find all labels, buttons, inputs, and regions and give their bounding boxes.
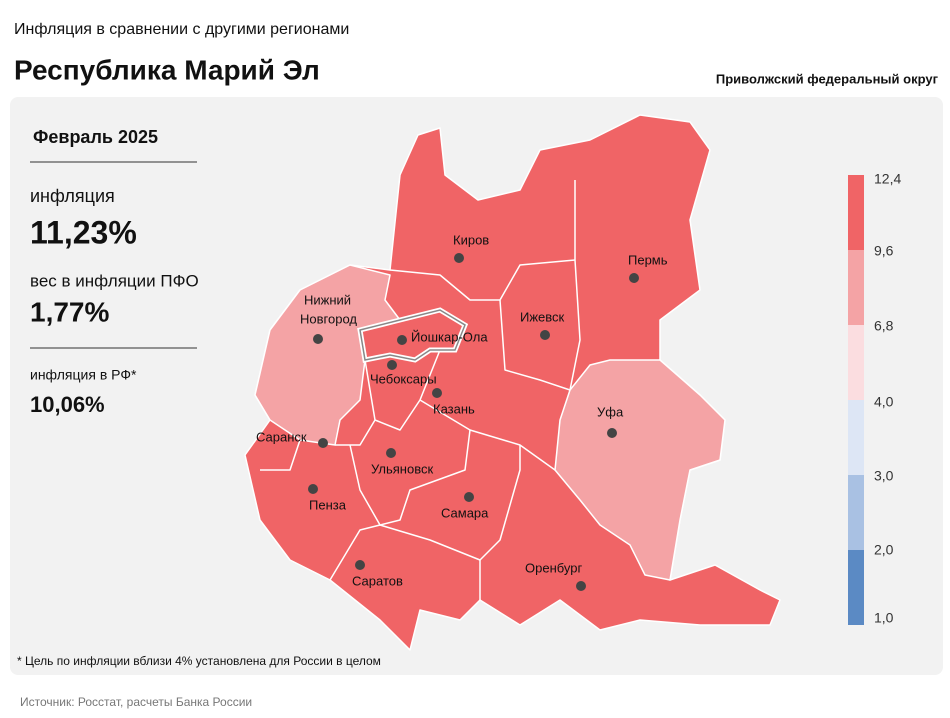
legend-swatch	[848, 325, 864, 400]
city-label: Саратов	[352, 573, 403, 588]
region-border	[335, 359, 376, 446]
region-border	[329, 524, 381, 581]
city-label: Пенза	[309, 497, 347, 512]
rf-value: 10,06%	[30, 392, 105, 417]
legend-label: 12,4	[874, 171, 901, 187]
city-label: Ижевск	[520, 309, 565, 324]
legend-swatch	[848, 400, 864, 475]
city-dot	[313, 334, 323, 344]
city-label: Чебоксары	[370, 371, 437, 386]
city-label: Нижний	[304, 292, 351, 307]
title: Республика Марий Эл	[14, 54, 320, 85]
city-dot	[308, 484, 318, 494]
inflation-value: 11,23%	[30, 214, 137, 250]
legend-label: 1,0	[874, 610, 894, 626]
weight-label: вес в инфляции ПФО	[30, 271, 199, 290]
city-dot	[432, 388, 442, 398]
city-label: Киров	[453, 232, 489, 247]
city-dot	[607, 428, 617, 438]
inflation-label: инфляция	[30, 186, 115, 206]
city-dot	[576, 581, 586, 591]
region-border	[260, 439, 301, 471]
region-border	[419, 399, 556, 471]
region-border	[569, 180, 581, 391]
city-label: Пермь	[628, 252, 668, 267]
city-dot	[540, 330, 550, 340]
city-label: Казань	[433, 401, 475, 416]
city-label: Оренбург	[525, 560, 582, 575]
city-dot	[464, 492, 474, 502]
city-dot	[397, 335, 407, 345]
period: Февраль 2025	[33, 127, 158, 147]
city-dot	[386, 448, 396, 458]
region-border	[499, 299, 571, 391]
legend-label: 9,6	[874, 243, 894, 259]
city-label: Уфа	[597, 404, 624, 419]
legend-label: 2,0	[874, 542, 894, 558]
city-label: Новгород	[300, 311, 357, 326]
region	[554, 359, 726, 581]
legend-swatch	[848, 475, 864, 550]
cities: Киров Пермь Нижний Новгород Ижевск Йошка…	[256, 232, 668, 591]
stats-panel: Февраль 2025 инфляция 11,23% вес в инфля…	[30, 127, 199, 417]
region-border	[349, 429, 471, 526]
region	[254, 264, 401, 446]
city-dot	[387, 360, 397, 370]
source: Источник: Росстат, расчеты Банка России	[20, 695, 252, 709]
selected-region-outline	[359, 309, 466, 361]
weight-value: 1,77%	[30, 296, 109, 327]
city-label: Йошкар-Ола	[411, 329, 488, 344]
legend-swatch	[848, 250, 864, 325]
legend: 12,4 9,6 6,8 4,0 3,0 2,0 1,0	[848, 171, 901, 626]
rf-label: инфляция в РФ*	[30, 367, 137, 383]
city-dot	[355, 560, 365, 570]
city-dot	[629, 273, 639, 283]
region-border	[374, 349, 441, 431]
city-dot	[318, 438, 328, 448]
city-label: Саранск	[256, 429, 307, 444]
region-border	[379, 445, 521, 561]
footnote: * Цель по инфляции вблизи 4% установлена…	[17, 654, 381, 668]
legend-swatch	[848, 175, 864, 250]
map	[244, 114, 781, 651]
legend-label: 6,8	[874, 318, 894, 334]
city-dot	[454, 253, 464, 263]
legend-label: 4,0	[874, 394, 894, 410]
city-label: Ульяновск	[371, 461, 433, 476]
legend-label: 3,0	[874, 468, 894, 484]
subtitle: Инфляция в сравнении с другими регионами	[14, 21, 349, 38]
legend-swatch	[848, 550, 864, 625]
city-label: Самара	[441, 505, 489, 520]
district: Приволжский федеральный округ	[716, 71, 939, 86]
region-border	[389, 259, 576, 301]
